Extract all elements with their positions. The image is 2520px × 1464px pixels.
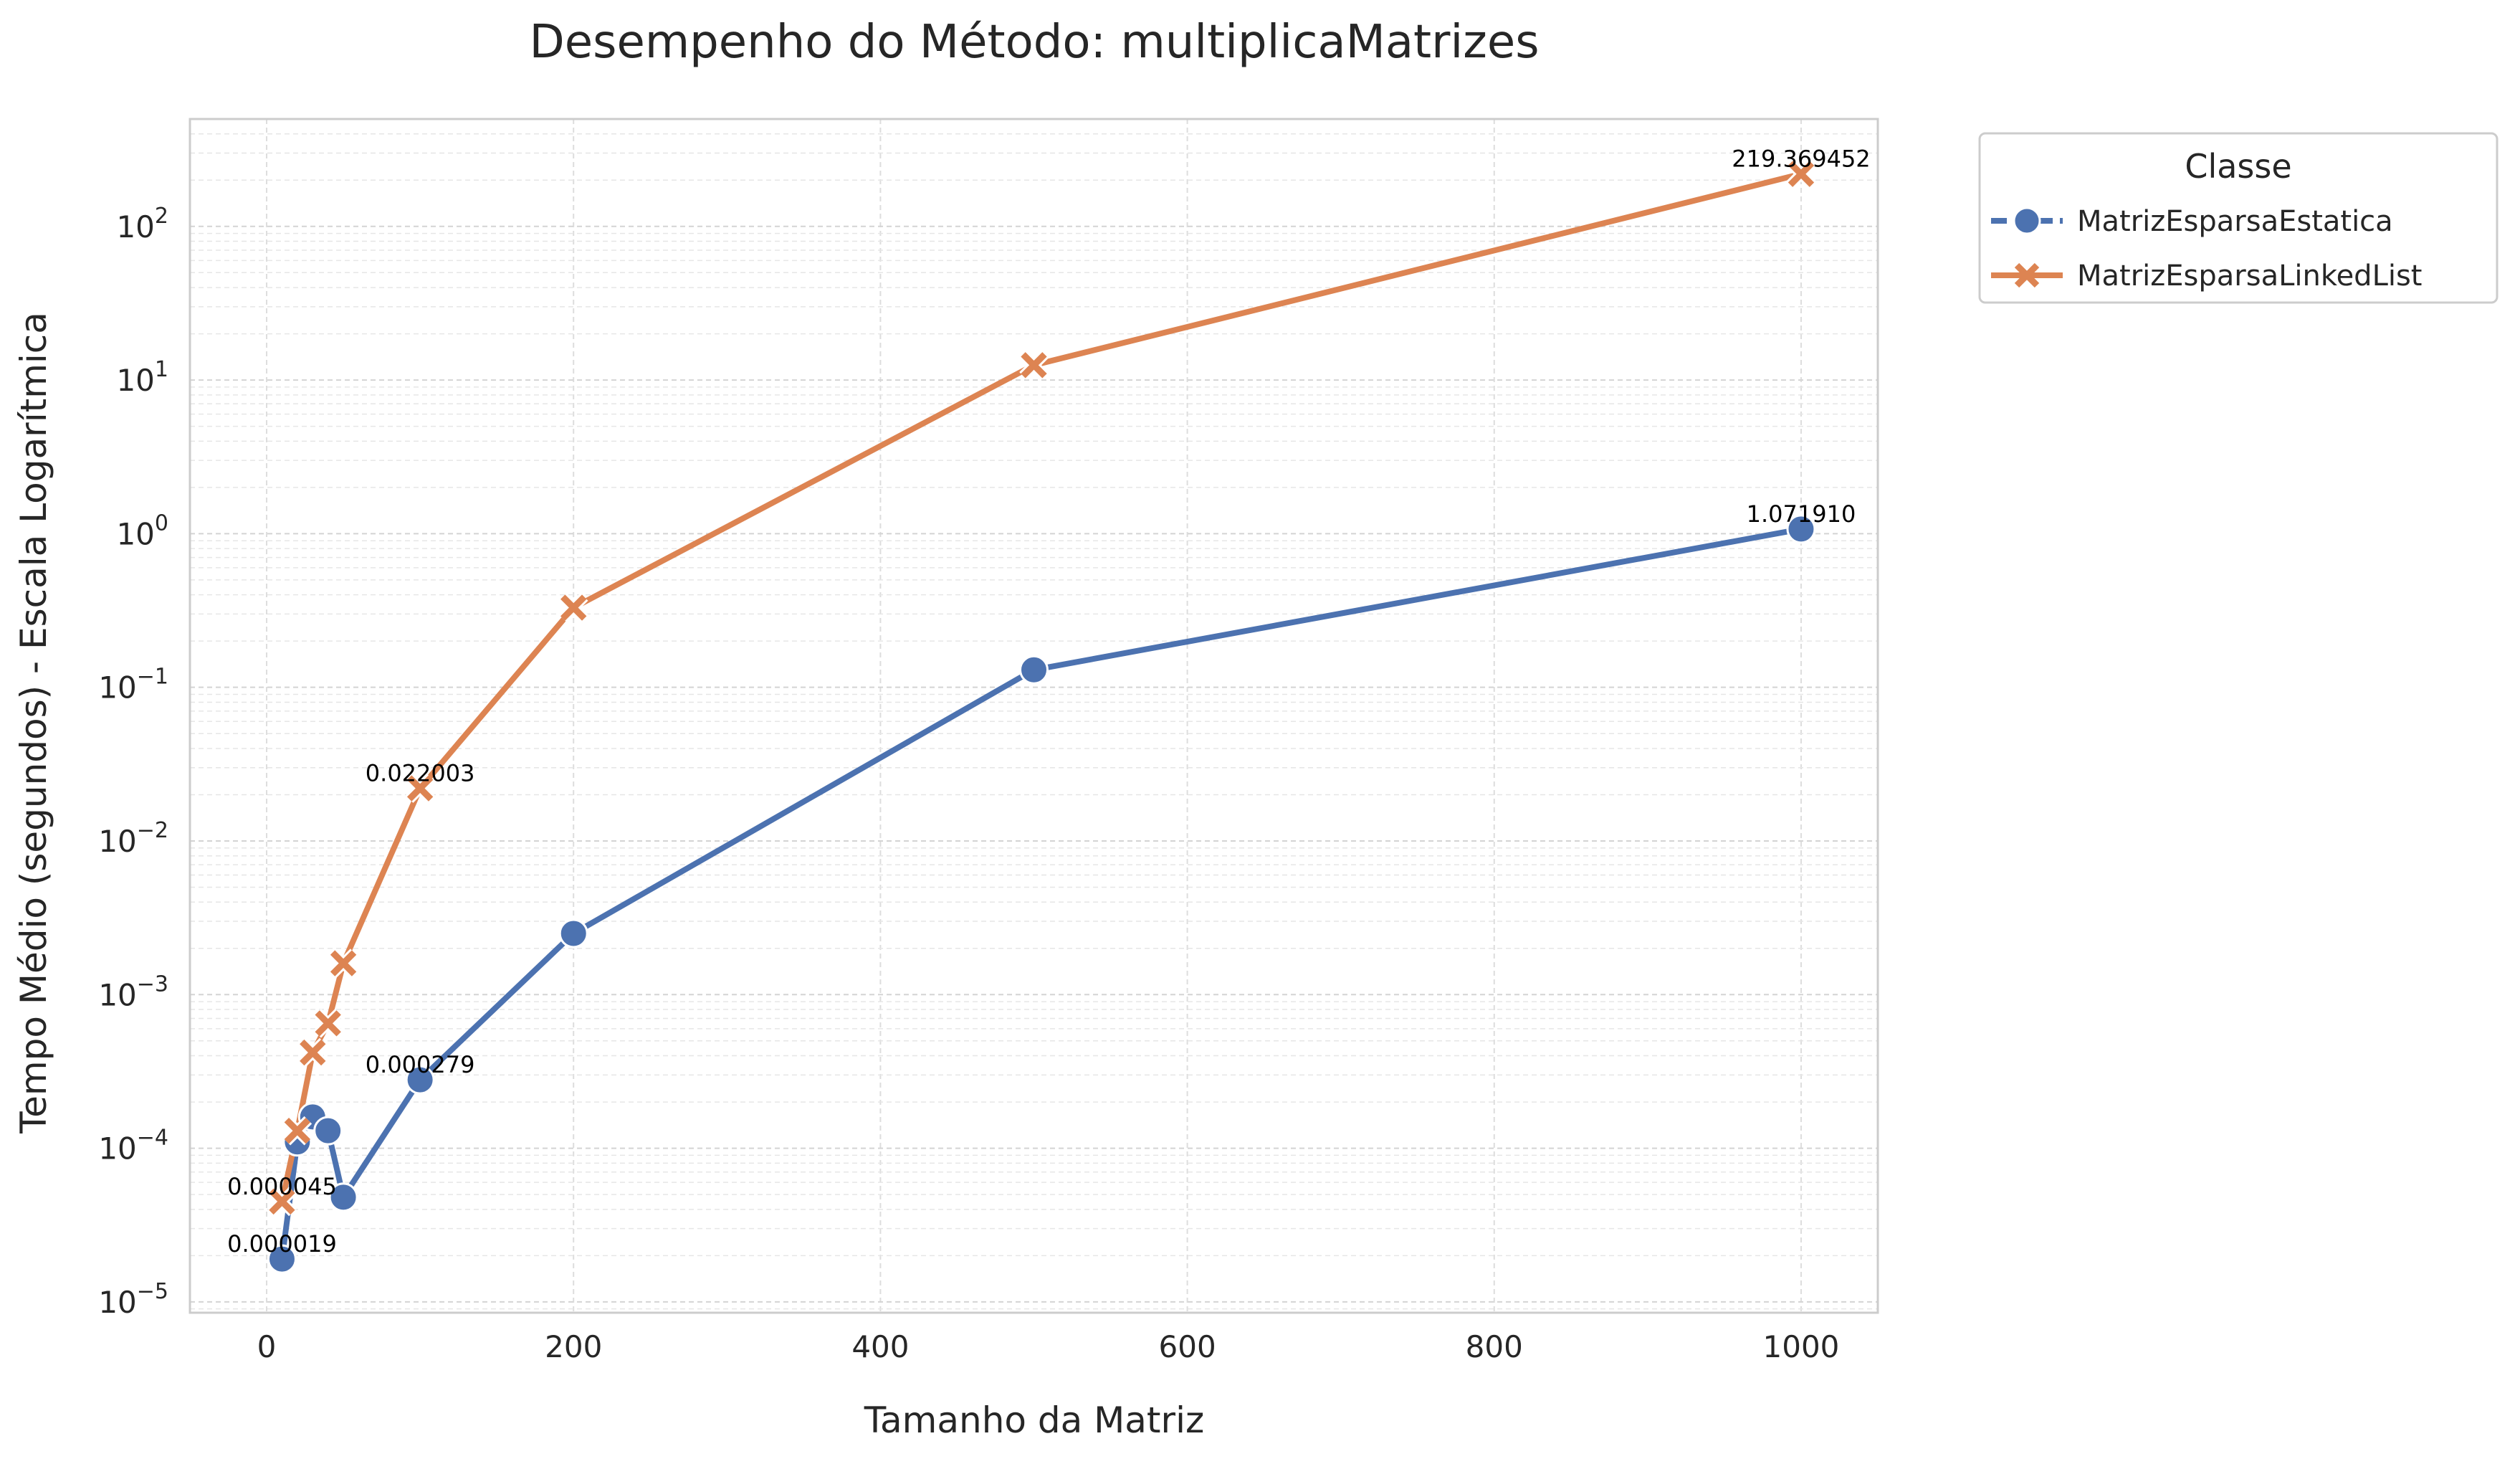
data-labels: 0.000019 0.000045 0.000279 0.022003 1.071910… (227, 146, 1871, 1258)
data-point-marker (269, 1188, 295, 1215)
y-tick-label: 10−1 (98, 665, 168, 705)
legend-label: MatrizEsparsaLinkedList (2077, 260, 2422, 293)
x-tick-label: 400 (851, 1329, 909, 1364)
chart-title: Desempenho do Método: multiplicaMatrizes (529, 16, 1539, 69)
legend-label: MatrizEsparsaEstatica (2077, 205, 2393, 238)
data-label: 0.000279 (366, 1051, 475, 1078)
y-tick-label: 10−5 (98, 1279, 168, 1320)
legend: Classe MatrizEsparsaEstatica MatrizEsparsa… (1978, 132, 2498, 304)
y-tick-label: 10−4 (98, 1126, 168, 1166)
data-point-marker (405, 1065, 435, 1095)
data-point-marker (300, 1039, 326, 1066)
data-label: 1.071910 (1747, 500, 1856, 528)
x-tick-label: 800 (1466, 1329, 1523, 1364)
y-axis-label: Tempo Médio (segundos) - Escala Logarítm… (13, 312, 54, 1134)
x-tick-label: 600 (1159, 1329, 1216, 1364)
data-label: 0.022003 (366, 760, 475, 787)
x-tick-label: 1000 (1763, 1329, 1840, 1364)
y-tick-label: 101 (116, 357, 168, 398)
data-point-marker (558, 918, 588, 949)
x-axis-label: Tamanho da Matriz (864, 1399, 1204, 1441)
legend-marker (2014, 262, 2040, 288)
data-point-marker (1786, 514, 1816, 544)
series-lines (279, 171, 1804, 1263)
y-tick-label: 10−3 (98, 971, 168, 1012)
legend-marker (2013, 206, 2041, 235)
data-point-marker (560, 594, 587, 621)
x-axis-ticks: 0 200 400 600 800 1000 (257, 1329, 1840, 1364)
data-point-marker (328, 1182, 358, 1212)
data-label: 219.369452 (1732, 146, 1870, 173)
gridlines (190, 118, 1878, 1313)
data-point-marker (284, 1117, 311, 1144)
series-markers (267, 159, 1816, 1274)
y-axis-ticks: 10−5 10−4 10−3 10−2 10−1 100 101 102 (98, 204, 168, 1320)
data-point-marker (1021, 352, 1047, 379)
x-tick-label: 0 (257, 1329, 277, 1364)
data-label: 0.000019 (227, 1230, 337, 1258)
y-tick-label: 100 (116, 510, 168, 551)
y-tick-label: 102 (116, 204, 168, 244)
legend-title: Classe (2185, 147, 2291, 186)
data-point-marker (1788, 161, 1815, 187)
x-tick-label: 200 (545, 1329, 602, 1364)
data-point-marker (1019, 655, 1049, 685)
data-point-marker (267, 1244, 297, 1274)
data-point-marker (313, 1116, 343, 1146)
y-tick-label: 10−2 (98, 818, 168, 859)
data-label: 0.000045 (227, 1173, 337, 1200)
data-point-marker (315, 1010, 341, 1037)
plot-area-frame (188, 118, 1879, 1314)
series-line-0 (279, 526, 1804, 1263)
data-point-marker (406, 775, 434, 802)
data-point-marker (330, 950, 357, 976)
legend-box (1978, 132, 2498, 304)
